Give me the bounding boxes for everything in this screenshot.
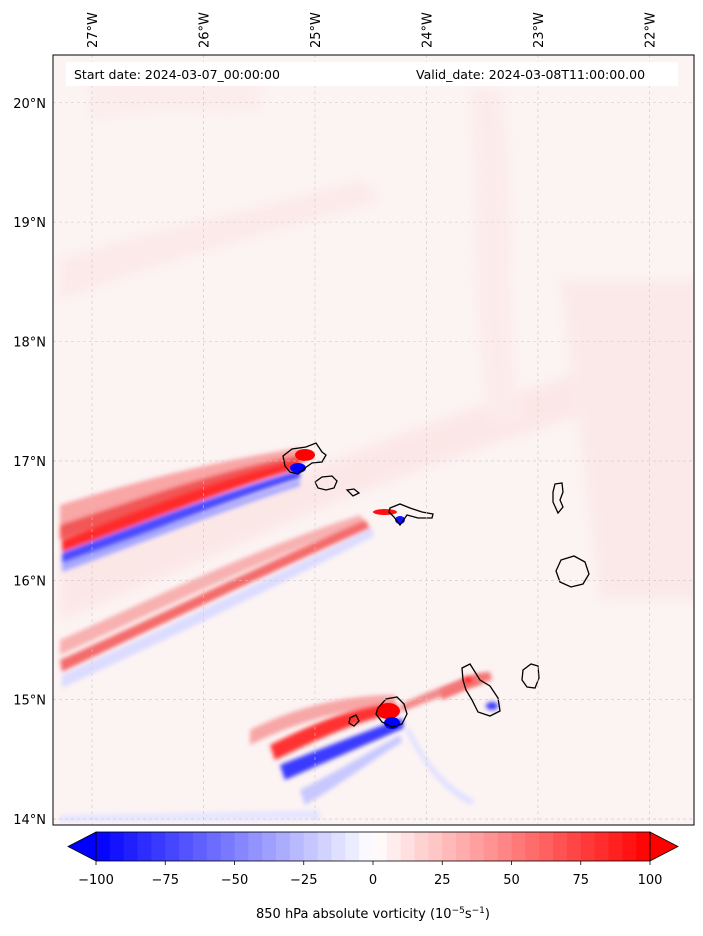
colorbar-segment [428, 832, 443, 861]
colorbar-segment [539, 832, 554, 861]
colorbar-segment [137, 832, 152, 861]
lat-tick-label: 20°N [13, 97, 46, 112]
colorbar-segment [386, 832, 402, 861]
coastlines [282, 442, 590, 728]
colorbar-segment [400, 832, 416, 861]
colorbar-segment [317, 832, 332, 861]
colorbar-segment [345, 832, 360, 861]
wake-north [60, 448, 305, 572]
colorbar-segment [109, 832, 125, 861]
colorbar-tick-label: 25 [434, 873, 451, 888]
colorbar-segment [262, 832, 277, 861]
map-panel: Start date: 2024-03-07_00:00:00 Valid_da… [52, 54, 695, 826]
colorbar-segment [220, 832, 235, 861]
colorbar-segment [497, 832, 512, 861]
lat-tick-label: 18°N [13, 336, 46, 351]
lon-tick-label: 27°W [86, 12, 101, 48]
island-sal [552, 482, 564, 515]
colorbar-label: 850 hPa absolute vorticity (10−5s−1) [256, 906, 490, 922]
colorbar-tick-label: 50 [503, 873, 520, 888]
colorbar-segment [456, 832, 471, 861]
colorbar-segment [622, 832, 637, 861]
colorbar-segment [469, 832, 485, 861]
colorbar-tick-label: 0 [369, 873, 377, 888]
colorbar-segment [331, 832, 346, 861]
map-border [52, 54, 695, 826]
colorbar-segment [442, 832, 457, 861]
colorbar-segment [123, 832, 139, 861]
valid-date-label: Valid_date: 2024-03-08T11:00:00.00 [416, 67, 645, 82]
colorbar-segment [373, 832, 388, 861]
colorbar-segment [303, 832, 319, 861]
colorbar-segment [483, 832, 499, 861]
gridlines [53, 55, 694, 825]
colorbar-tick-label: −25 [290, 873, 317, 888]
island-brava [348, 714, 360, 727]
lat-tick-label: 19°N [13, 216, 46, 231]
colorbar-segment [206, 832, 222, 861]
colorbar-segment [414, 832, 429, 861]
island-fogo [375, 696, 408, 728]
colorbar-segment [248, 832, 263, 861]
island-santiago [461, 663, 501, 717]
colorbar-segment [151, 832, 166, 861]
colorbar-segment [566, 832, 582, 861]
colorbar-tick-label: 75 [572, 873, 589, 888]
vorticity-field [60, 77, 694, 822]
longitude-labels: 27°W 26°W 25°W 24°W 23°W 22°W [86, 12, 658, 48]
colorbar-tick-label: 100 [638, 873, 663, 888]
colorbar-segment [511, 832, 526, 861]
lon-tick-label: 26°W [197, 12, 212, 48]
lon-tick-label: 23°W [532, 12, 547, 48]
colorbar-segment [289, 832, 305, 861]
lon-tick-label: 24°W [420, 12, 435, 48]
lon-tick-label: 22°W [643, 12, 658, 48]
wake-middle [60, 515, 374, 688]
colorbar-tick-label: −75 [152, 873, 179, 888]
colorbar-body [67, 831, 679, 862]
island-santo-antao [282, 442, 327, 475]
island-maio [521, 663, 540, 689]
colorbar: −100 −75 −50 −25 0 25 50 75 100 850 hPa absolute… [67, 831, 679, 922]
lat-tick-label: 14°N [13, 813, 46, 828]
colorbar-ticks: −100 −75 −50 −25 0 25 50 75 100 [78, 861, 662, 888]
colorbar-segment [636, 832, 651, 861]
start-date-label: Start date: 2024-03-07_00:00:00 [74, 67, 280, 82]
colorbar-segment [553, 832, 568, 861]
colorbar-extend-high [649, 831, 679, 862]
island-santa-luzia [345, 488, 361, 497]
colorbar-segment [276, 832, 291, 861]
island-boa-vista [555, 555, 590, 588]
colorbar-tick-label: −50 [221, 873, 248, 888]
colorbar-segment [525, 832, 540, 861]
lat-tick-label: 15°N [13, 694, 46, 709]
colorbar-segment [234, 832, 249, 861]
island-sao-vicente [314, 475, 338, 491]
colorbar-segment [580, 832, 596, 861]
header-box [66, 62, 678, 86]
colorbar-segment [192, 832, 208, 861]
colorbar-segment [594, 832, 609, 861]
colorbar-segment [608, 832, 623, 861]
lon-tick-label: 25°W [309, 12, 324, 48]
colorbar-segment [179, 832, 194, 861]
colorbar-segment [96, 832, 111, 861]
colorbar-segment [359, 832, 374, 861]
latitude-labels: 20°N 19°N 18°N 17°N 16°N 15°N 14°N [13, 97, 46, 828]
lat-tick-label: 16°N [13, 574, 46, 589]
colorbar-extend-low [67, 831, 97, 862]
lat-tick-label: 17°N [13, 455, 46, 470]
colorbar-tick-label: −100 [78, 873, 114, 888]
colorbar-segment [165, 832, 180, 861]
island-sao-nicolau [388, 503, 434, 527]
